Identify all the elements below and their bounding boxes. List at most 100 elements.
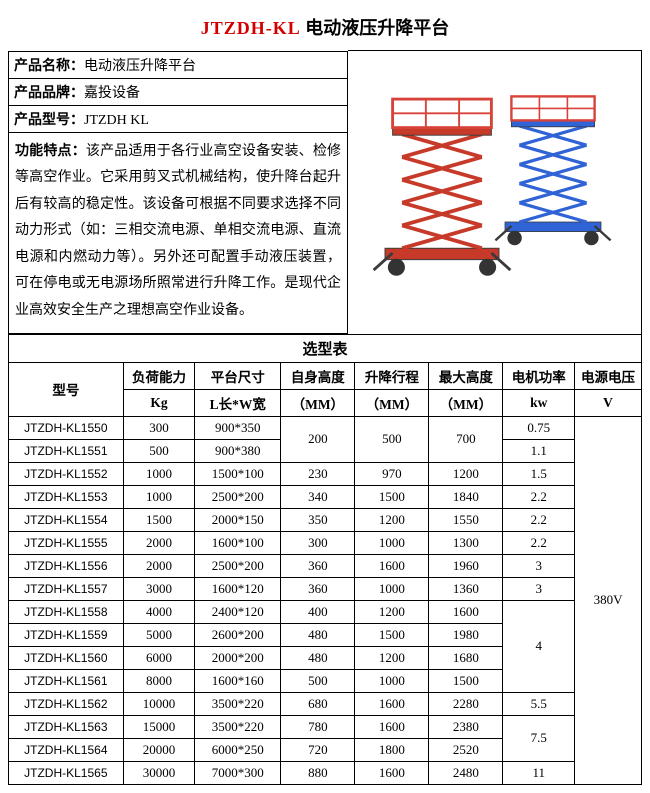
hdr-power: 电机功率 (503, 362, 575, 389)
cell: 5.5 (503, 692, 575, 715)
cell: 500 (123, 439, 195, 462)
cell: 1500*100 (195, 462, 281, 485)
cell: 2500*200 (195, 485, 281, 508)
cell: 0.75 (503, 416, 575, 439)
cell: JTZDH-KL1557 (9, 577, 124, 600)
cell: 360 (281, 554, 355, 577)
cell: JTZDH-KL1563 (9, 715, 124, 738)
page-title: JTZDH-KL 电动液压升降平台 (8, 14, 642, 40)
cell: 1360 (429, 577, 503, 600)
cell: 6000*250 (195, 738, 281, 761)
cell: 900*350 (195, 416, 281, 439)
cell: JTZDH-KL1553 (9, 485, 124, 508)
info-model-label: 产品型号： (14, 113, 84, 128)
cell: JTZDH-KL1560 (9, 646, 124, 669)
cell: JTZDH-KL1554 (9, 508, 124, 531)
cell: 1200 (355, 600, 429, 623)
info-row-model: 产品型号：JTZDH KL (9, 105, 348, 132)
table-row: JTZDH-KL155620002500*200360160019603 (9, 554, 642, 577)
cell: 480 (281, 623, 355, 646)
info-brand-value: 嘉投设备 (84, 86, 140, 101)
cell: 1600 (429, 600, 503, 623)
cell: 1600 (355, 761, 429, 784)
cell: 1000 (123, 485, 195, 508)
cell: 11 (503, 761, 575, 784)
cell: JTZDH-KL1562 (9, 692, 124, 715)
info-model-value: JTZDH KL (84, 113, 149, 128)
hdr-stroke: 升降行程 (355, 362, 429, 389)
cell: 340 (281, 485, 355, 508)
cell: 6000 (123, 646, 195, 669)
cell: JTZDH-KL1556 (9, 554, 124, 577)
cell: 2000 (123, 554, 195, 577)
selection-title: 选型表 (9, 334, 642, 362)
cell: 1800 (355, 738, 429, 761)
cell: 1000 (123, 462, 195, 485)
info-row-features: 功能特点：该产品适用于各行业高空设备安装、检修等高空作业。它采用剪叉式机械结构，… (9, 132, 348, 333)
unit-stroke: （MM） (355, 389, 429, 416)
cell: 1680 (429, 646, 503, 669)
cell: 2280 (429, 692, 503, 715)
cell: 3500*220 (195, 715, 281, 738)
unit-maxh: （MM） (429, 389, 503, 416)
cell: 900*380 (195, 439, 281, 462)
cell: 2.2 (503, 531, 575, 554)
cell: 2000*200 (195, 646, 281, 669)
cell: JTZDH-KL1561 (9, 669, 124, 692)
cell: 380V (575, 416, 642, 784)
info-feat-label: 功能特点： (15, 144, 86, 159)
cell: 7000*300 (195, 761, 281, 784)
cell: 3 (503, 577, 575, 600)
cell: 20000 (123, 738, 195, 761)
cell: 10000 (123, 692, 195, 715)
cell: JTZDH-KL1564 (9, 738, 124, 761)
table-row: JTZDH-KL155210001500*10023097012001.5 (9, 462, 642, 485)
unit-selfh: （MM） (281, 389, 355, 416)
hdr-voltage: 电源电压 (575, 362, 642, 389)
table-row: JTZDH-KL155520001600*100300100013002.2 (9, 531, 642, 554)
cell: 300 (123, 416, 195, 439)
unit-size: L长*W宽 (195, 389, 281, 416)
hdr-size: 平台尺寸 (195, 362, 281, 389)
illustration-cell (348, 51, 642, 334)
cell: 1550 (429, 508, 503, 531)
cell: 1300 (429, 531, 503, 554)
cell: 1600*160 (195, 669, 281, 692)
cell: 3500*220 (195, 692, 281, 715)
cell: 780 (281, 715, 355, 738)
table-row: JTZDH-KL155840002400*120400120016004 (9, 600, 642, 623)
unit-voltage: V (575, 389, 642, 416)
cell: 1600 (355, 715, 429, 738)
info-brand-label: 产品品牌： (14, 86, 84, 101)
cell: 5000 (123, 623, 195, 646)
cell: 1200 (429, 462, 503, 485)
table-row: JTZDH-KL1562100003500*220680160022805.5 (9, 692, 642, 715)
info-name-value: 电动液压升降平台 (84, 59, 196, 74)
product-info-table: 产品名称：电动液压升降平台 产品品牌：嘉投设备 产品型号：JTZDH KL 功能… (8, 51, 348, 334)
cell: 2600*200 (195, 623, 281, 646)
hdr-model: 型号 (9, 362, 124, 416)
cell: 1500 (123, 508, 195, 531)
scissor-lift-icon (365, 82, 625, 302)
cell: 1840 (429, 485, 503, 508)
cell: 1200 (355, 508, 429, 531)
cell: 1000 (355, 669, 429, 692)
title-code: JTZDH-KL (201, 18, 301, 38)
cell: 1600*120 (195, 577, 281, 600)
main-layout-table: 产品名称：电动液压升降平台 产品品牌：嘉投设备 产品型号：JTZDH KL 功能… (8, 50, 642, 334)
cell: 7.5 (503, 715, 575, 761)
table-row: JTZDH-KL155730001600*120360100013603 (9, 577, 642, 600)
cell: 2520 (429, 738, 503, 761)
cell: 1600 (355, 554, 429, 577)
cell: 1200 (355, 646, 429, 669)
cell: 1600 (355, 692, 429, 715)
cell: 1600*100 (195, 531, 281, 554)
cell: 8000 (123, 669, 195, 692)
cell: 3 (503, 554, 575, 577)
cell: 15000 (123, 715, 195, 738)
cell: 4 (503, 600, 575, 692)
cell: 350 (281, 508, 355, 531)
table-row: JTZDH-KL1565300007000*3008801600248011 (9, 761, 642, 784)
cell: 2.2 (503, 508, 575, 531)
cell: 2000 (123, 531, 195, 554)
